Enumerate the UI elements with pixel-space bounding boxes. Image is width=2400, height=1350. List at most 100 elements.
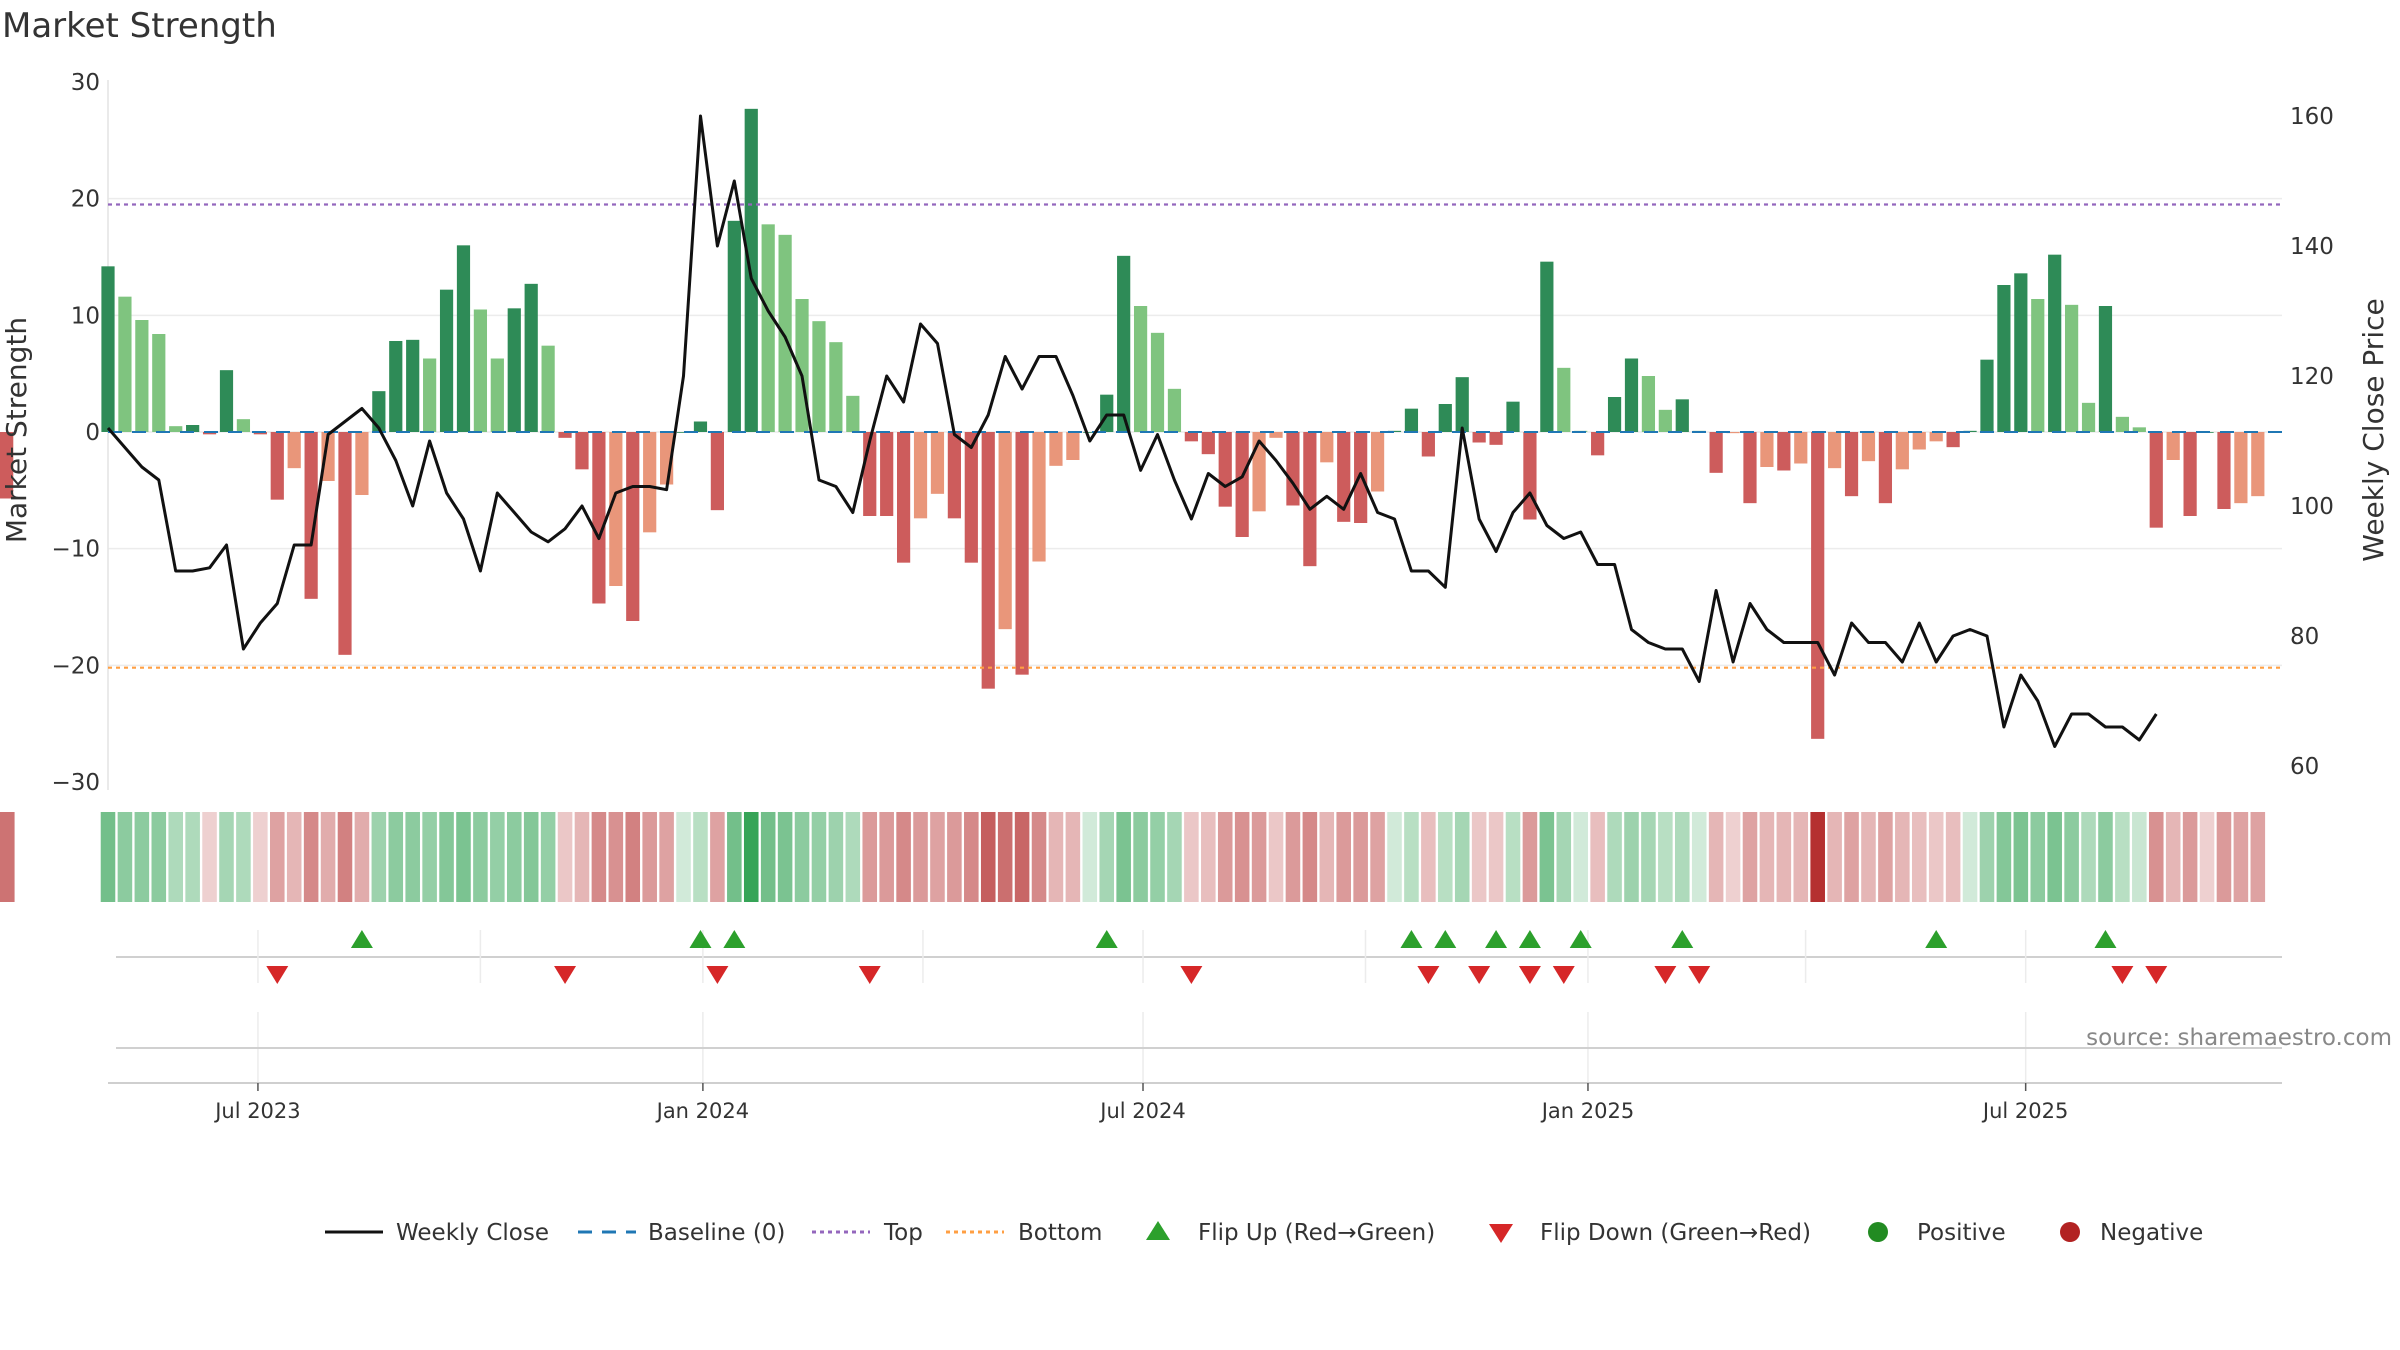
strength-bar xyxy=(964,432,978,563)
date-axis: Jul 2023 Jan 2024 Jul 2024 Jan 2025 Jul 2025 xyxy=(213,1083,2068,1123)
regime-strip-cell xyxy=(1302,812,1318,902)
strength-bar xyxy=(423,358,437,432)
flip-markers-panel xyxy=(116,930,2282,984)
strength-bar xyxy=(1150,332,1165,432)
regime-strip-cell xyxy=(1928,812,1944,902)
legend-label: Baseline (0) xyxy=(648,1220,785,1246)
strength-bar xyxy=(135,320,149,432)
chart-title: Market Strength xyxy=(2,6,277,46)
strength-bar xyxy=(1320,432,1334,463)
y2-tick-label: 160 xyxy=(2290,104,2334,130)
regime-strip-cell xyxy=(1404,812,1419,902)
legend: Weekly Close Baseline (0) Top Bottom Flip Up… xyxy=(325,1220,2203,1246)
y-tick-label: 30 xyxy=(71,70,100,96)
regime-strip-cell xyxy=(168,812,183,902)
reference-lines xyxy=(108,203,2282,669)
strength-bar xyxy=(998,432,1012,630)
strength-bar xyxy=(761,224,775,432)
regime-strip xyxy=(0,812,2266,902)
flip-up-marker xyxy=(1485,930,1508,948)
flip-down-marker xyxy=(1552,966,1575,984)
x-tick-label: Jan 2024 xyxy=(655,1099,750,1123)
flip-up-marker xyxy=(689,930,712,948)
regime-strip-cell xyxy=(574,812,590,902)
strength-bar xyxy=(1421,432,1435,457)
regime-strip-cell xyxy=(1573,812,1588,902)
regime-strip-cell xyxy=(1319,812,1335,902)
regime-strip-cell xyxy=(1201,812,1216,902)
strength-bar xyxy=(778,234,792,432)
strength-bar xyxy=(880,432,894,516)
regime-strip-cell xyxy=(608,812,624,902)
strength-bar xyxy=(1929,432,1943,442)
strength-bar xyxy=(1709,432,1723,473)
legend-label: Flip Down (Green→Red) xyxy=(1540,1220,1811,1246)
strength-bar xyxy=(2183,432,2197,516)
strength-bar xyxy=(1049,432,1063,466)
regime-strip-cell xyxy=(1827,812,1842,902)
strength-bar xyxy=(981,432,995,689)
legend-swatch xyxy=(1489,1224,1513,1243)
regime-strip-cell xyxy=(1996,812,2012,902)
strength-bar xyxy=(473,309,488,432)
regime-strip-cell xyxy=(422,812,437,902)
regime-strip-cell xyxy=(540,812,556,902)
y-tick-label: 10 xyxy=(71,303,100,329)
regime-strip-cell xyxy=(405,812,420,902)
strength-bar xyxy=(693,421,708,432)
legend-item: Bottom xyxy=(946,1220,1102,1246)
regime-strip-cell xyxy=(743,812,759,902)
strength-bar xyxy=(1591,432,1605,456)
strength-bar xyxy=(575,432,589,470)
regime-strip-cell xyxy=(523,812,539,902)
regime-strip-cell xyxy=(591,812,607,902)
strength-bar xyxy=(1252,432,1266,512)
strength-bar xyxy=(2149,432,2163,528)
regime-strip-cell xyxy=(777,812,793,902)
strength-bar xyxy=(541,345,555,432)
strength-bar xyxy=(2234,432,2248,504)
regime-strip-cell xyxy=(1556,812,1572,902)
regime-strip-cell xyxy=(1387,812,1402,902)
strength-bar xyxy=(524,283,538,432)
regime-strip-cell xyxy=(1099,812,1115,902)
strength-bar xyxy=(2014,273,2028,432)
strength-bar xyxy=(2251,432,2265,497)
y2-tick-label: 80 xyxy=(2290,624,2319,650)
regime-strip-cell xyxy=(337,812,353,902)
regime-strip-cell xyxy=(2098,812,2113,902)
strength-bar xyxy=(1455,377,1469,432)
regime-strip-cell xyxy=(506,812,522,902)
regime-strip-cell xyxy=(1133,812,1148,902)
legend-label: Flip Up (Red→Green) xyxy=(1198,1220,1435,1246)
strength-bar xyxy=(1861,432,1876,462)
strength-bar xyxy=(1624,358,1639,432)
regime-strip-cell xyxy=(1116,812,1131,902)
strength-bar xyxy=(2048,254,2062,432)
regime-strip-cell xyxy=(151,812,167,902)
strength-bar xyxy=(169,426,183,432)
flip-down-marker xyxy=(706,966,729,984)
strength-bar xyxy=(1100,394,1114,432)
regime-strip-cell xyxy=(2233,812,2249,902)
strength-bar xyxy=(1218,432,1232,507)
strength-bar xyxy=(1117,255,1131,432)
strength-bar xyxy=(1235,432,1249,537)
strength-bar xyxy=(389,341,403,432)
regime-strip-cell xyxy=(1421,812,1436,902)
strength-bar xyxy=(287,432,301,469)
legend-item: Baseline (0) xyxy=(578,1220,785,1246)
strength-bar xyxy=(1912,432,1926,450)
regime-strip-cell xyxy=(1539,812,1555,902)
regime-strip-cell xyxy=(845,812,861,902)
strength-bar xyxy=(947,432,961,519)
regime-strip-cell xyxy=(2081,812,2096,902)
regime-strip-cell xyxy=(980,812,996,902)
regime-strip-cell xyxy=(1454,812,1470,902)
regime-strip-cell xyxy=(930,812,945,902)
flip-up-marker xyxy=(1400,930,1423,948)
flip-down-marker xyxy=(1417,966,1440,984)
regime-strip-cell xyxy=(236,812,251,902)
regime-strip-cell xyxy=(2030,812,2046,902)
regime-strip-cell xyxy=(1725,812,1741,902)
